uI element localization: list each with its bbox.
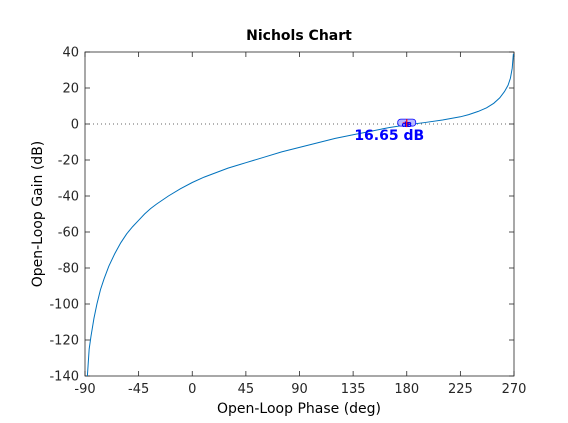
series-line: [86, 53, 514, 377]
y-tick-label: 0: [71, 118, 79, 133]
marker-db-label: dB: [402, 121, 412, 129]
y-axis: 40 20 0 -20 -40 -60 -80 -100 -120 -140: [49, 46, 514, 385]
x-tick-label: -45: [128, 382, 149, 397]
x-tick-label: -90: [74, 382, 95, 397]
x-tick-label: 225: [448, 382, 473, 397]
x-axis: -90 -45 0 45 90 135 180 225 270: [74, 52, 526, 397]
x-tick-label: 180: [394, 382, 419, 397]
y-tick-label: -140: [49, 370, 79, 385]
x-tick-label: 45: [238, 382, 255, 397]
y-tick-label: -60: [58, 226, 79, 241]
y-tick-label: 40: [62, 46, 79, 61]
x-tick-label: 0: [188, 382, 196, 397]
y-tick-label: -40: [58, 190, 79, 205]
y-tick-label: -80: [58, 262, 79, 277]
x-tick-label: 90: [291, 382, 308, 397]
margin-marker: [397, 118, 417, 128]
plot-area: [84, 51, 515, 377]
x-tick-label: 270: [502, 382, 527, 397]
y-axis-label: Open-Loop Gain (dB): [30, 141, 46, 288]
x-axis-label: Open-Loop Phase (deg): [217, 401, 381, 417]
x-tick-label: 135: [341, 382, 366, 397]
gain-margin-label: 16.65 dB: [354, 128, 424, 144]
y-tick-label: 20: [62, 82, 79, 97]
y-tick-label: -20: [58, 154, 79, 169]
y-tick-label: -100: [49, 298, 79, 313]
y-tick-label: -120: [49, 334, 79, 349]
chart-title: Nichols Chart: [246, 28, 352, 44]
